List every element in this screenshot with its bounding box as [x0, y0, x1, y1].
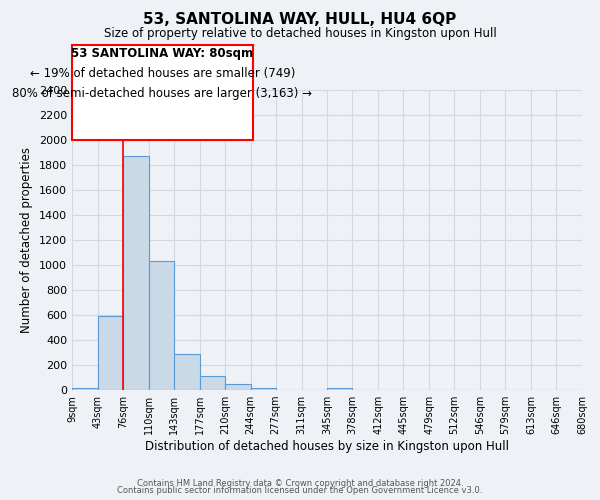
Y-axis label: Number of detached properties: Number of detached properties: [20, 147, 34, 333]
X-axis label: Distribution of detached houses by size in Kingston upon Hull: Distribution of detached houses by size …: [145, 440, 509, 453]
Text: Size of property relative to detached houses in Kingston upon Hull: Size of property relative to detached ho…: [104, 28, 496, 40]
Text: 53, SANTOLINA WAY, HULL, HU4 6QP: 53, SANTOLINA WAY, HULL, HU4 6QP: [143, 12, 457, 28]
Bar: [149, 260, 174, 390]
Bar: [200, 376, 225, 390]
Bar: [174, 354, 200, 390]
Bar: [72, 388, 98, 390]
Text: 53 SANTOLINA WAY: 80sqm: 53 SANTOLINA WAY: 80sqm: [71, 48, 254, 60]
Bar: [251, 388, 275, 390]
Bar: [225, 384, 251, 390]
FancyBboxPatch shape: [72, 45, 253, 140]
Bar: [98, 316, 123, 390]
Text: Contains HM Land Registry data © Crown copyright and database right 2024.: Contains HM Land Registry data © Crown c…: [137, 478, 463, 488]
Bar: [328, 388, 352, 390]
Bar: [123, 156, 149, 390]
Text: 80% of semi-detached houses are larger (3,163) →: 80% of semi-detached houses are larger (…: [13, 87, 313, 100]
Text: Contains public sector information licensed under the Open Government Licence v3: Contains public sector information licen…: [118, 486, 482, 495]
Text: ← 19% of detached houses are smaller (749): ← 19% of detached houses are smaller (74…: [30, 67, 295, 80]
